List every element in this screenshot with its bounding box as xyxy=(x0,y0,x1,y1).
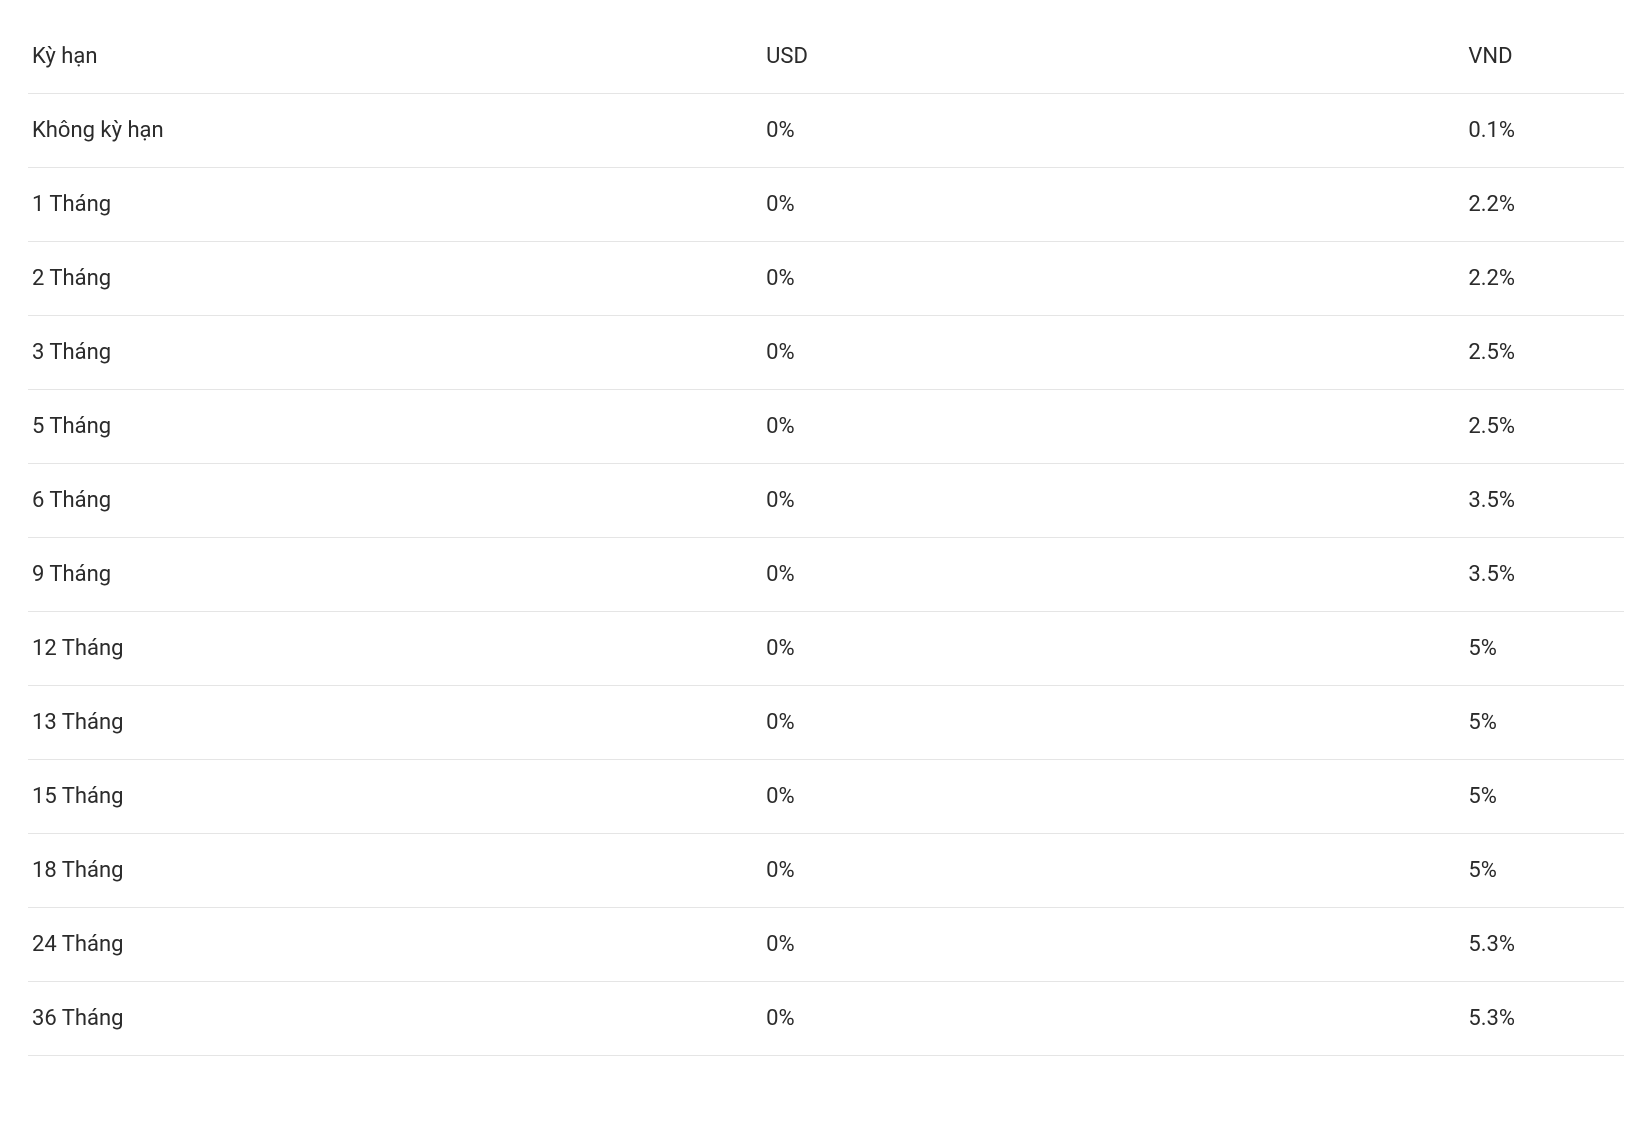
table-body: Không kỳ hạn 0% 0.1% 1 Tháng 0% 2.2% 2 T… xyxy=(28,94,1624,1056)
cell-vnd: 5% xyxy=(1464,834,1624,908)
cell-vnd: 2.5% xyxy=(1464,390,1624,464)
column-header-vnd: VND xyxy=(1464,20,1624,94)
cell-term: 15 Tháng xyxy=(28,760,762,834)
table-row: 12 Tháng 0% 5% xyxy=(28,612,1624,686)
cell-usd: 0% xyxy=(762,538,1464,612)
cell-term: 36 Tháng xyxy=(28,982,762,1056)
table-row: Không kỳ hạn 0% 0.1% xyxy=(28,94,1624,168)
table-row: 36 Tháng 0% 5.3% xyxy=(28,982,1624,1056)
cell-term: 12 Tháng xyxy=(28,612,762,686)
table-row: 1 Tháng 0% 2.2% xyxy=(28,168,1624,242)
cell-term: 9 Tháng xyxy=(28,538,762,612)
cell-usd: 0% xyxy=(762,242,1464,316)
cell-usd: 0% xyxy=(762,316,1464,390)
table-row: 5 Tháng 0% 2.5% xyxy=(28,390,1624,464)
cell-vnd: 3.5% xyxy=(1464,538,1624,612)
table-row: 9 Tháng 0% 3.5% xyxy=(28,538,1624,612)
table-row: 2 Tháng 0% 2.2% xyxy=(28,242,1624,316)
cell-usd: 0% xyxy=(762,982,1464,1056)
cell-vnd: 5.3% xyxy=(1464,982,1624,1056)
table-row: 6 Tháng 0% 3.5% xyxy=(28,464,1624,538)
table-row: 18 Tháng 0% 5% xyxy=(28,834,1624,908)
cell-term: 6 Tháng xyxy=(28,464,762,538)
cell-vnd: 5.3% xyxy=(1464,908,1624,982)
column-header-usd: USD xyxy=(762,20,1464,94)
cell-term: 5 Tháng xyxy=(28,390,762,464)
table-header-row: Kỳ hạn USD VND xyxy=(28,20,1624,94)
cell-usd: 0% xyxy=(762,612,1464,686)
table-row: 24 Tháng 0% 5.3% xyxy=(28,908,1624,982)
table-row: 13 Tháng 0% 5% xyxy=(28,686,1624,760)
cell-vnd: 5% xyxy=(1464,612,1624,686)
cell-vnd: 0.1% xyxy=(1464,94,1624,168)
table-row: 3 Tháng 0% 2.5% xyxy=(28,316,1624,390)
cell-vnd: 2.2% xyxy=(1464,168,1624,242)
cell-usd: 0% xyxy=(762,464,1464,538)
column-header-term: Kỳ hạn xyxy=(28,20,762,94)
cell-vnd: 2.5% xyxy=(1464,316,1624,390)
cell-usd: 0% xyxy=(762,908,1464,982)
cell-vnd: 2.2% xyxy=(1464,242,1624,316)
table-row: 15 Tháng 0% 5% xyxy=(28,760,1624,834)
cell-term: 18 Tháng xyxy=(28,834,762,908)
cell-vnd: 5% xyxy=(1464,760,1624,834)
cell-term: 2 Tháng xyxy=(28,242,762,316)
cell-term: 3 Tháng xyxy=(28,316,762,390)
cell-usd: 0% xyxy=(762,94,1464,168)
cell-usd: 0% xyxy=(762,686,1464,760)
cell-vnd: 3.5% xyxy=(1464,464,1624,538)
cell-term: 1 Tháng xyxy=(28,168,762,242)
cell-usd: 0% xyxy=(762,760,1464,834)
cell-usd: 0% xyxy=(762,168,1464,242)
cell-usd: 0% xyxy=(762,834,1464,908)
cell-term: 24 Tháng xyxy=(28,908,762,982)
interest-rates-table: Kỳ hạn USD VND Không kỳ hạn 0% 0.1% 1 Th… xyxy=(28,20,1624,1056)
cell-vnd: 5% xyxy=(1464,686,1624,760)
cell-usd: 0% xyxy=(762,390,1464,464)
cell-term: 13 Tháng xyxy=(28,686,762,760)
cell-term: Không kỳ hạn xyxy=(28,94,762,168)
